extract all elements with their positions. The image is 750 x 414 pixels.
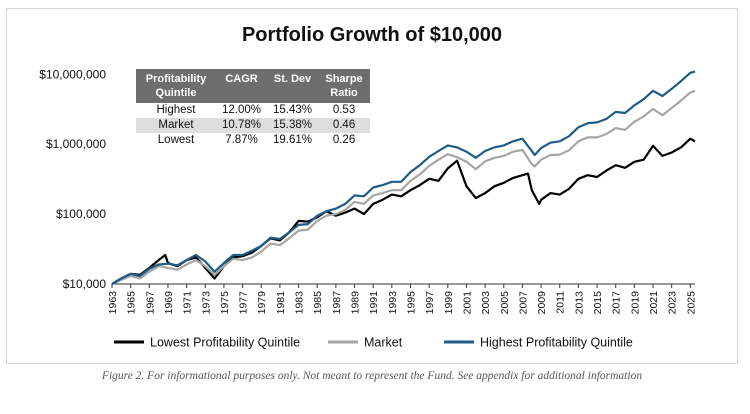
row-cagr: 10.78% bbox=[216, 118, 268, 133]
x-tick-label: 1993 bbox=[387, 291, 399, 315]
x-tick-label: 2019 bbox=[629, 291, 641, 315]
figure-caption: Figure 2. For informational purposes onl… bbox=[101, 370, 643, 382]
y-tick-label: $10,000 bbox=[63, 277, 107, 291]
series-line bbox=[111, 137, 696, 285]
header-stdev: St. Dev bbox=[267, 69, 319, 103]
x-tick-label: 1999 bbox=[443, 291, 455, 315]
x-tick-label: 1987 bbox=[331, 291, 343, 315]
row-stdev: 15.38% bbox=[267, 118, 319, 133]
row-label: Lowest bbox=[157, 134, 195, 146]
table-row: Lowest 7.87% 19.61% 0.26 bbox=[136, 133, 370, 148]
table-row: Highest 12.00% 15.43% 0.53 bbox=[136, 103, 370, 118]
x-tick-label: 1965 bbox=[126, 291, 138, 315]
x-tick-label: 2021 bbox=[648, 291, 660, 315]
x-tick-label: 1979 bbox=[256, 291, 268, 315]
y-tick-label: $10,000,000 bbox=[39, 67, 106, 81]
x-tick-label: 1973 bbox=[200, 291, 212, 315]
x-tick-label: 1985 bbox=[312, 291, 324, 315]
x-tick-label: 2023 bbox=[667, 291, 679, 315]
chart-frame bbox=[6, 8, 738, 364]
row-sharpe: 0.26 bbox=[332, 134, 356, 146]
x-tick-label: 1975 bbox=[219, 291, 231, 315]
row-stdev: 19.61% bbox=[273, 134, 313, 146]
x-tick-label: 2003 bbox=[480, 291, 492, 315]
y-tick-label: $1,000,000 bbox=[46, 137, 106, 151]
x-tick-label: 1981 bbox=[275, 291, 287, 315]
legend-label: Market bbox=[364, 336, 403, 350]
x-tick-label: 2007 bbox=[517, 291, 529, 315]
row-stdev: 15.43% bbox=[273, 104, 313, 116]
stats-table-header-row: Profitability Quintile CAGR St. Dev Shar… bbox=[136, 69, 371, 103]
x-tick-label: 2017 bbox=[611, 291, 623, 315]
x-tick-label: 2009 bbox=[536, 291, 548, 315]
legend: Lowest Profitability Quintile Market Highe… bbox=[114, 336, 633, 350]
x-tick-label: 2025 bbox=[685, 291, 697, 315]
row-sharpe: 0.53 bbox=[332, 104, 356, 116]
chart-title: Portfolio Growth of $10,000 bbox=[241, 24, 503, 46]
x-tick-label: 1963 bbox=[107, 291, 119, 315]
x-tick-label: 1991 bbox=[368, 291, 380, 315]
row-label: Highest bbox=[156, 104, 196, 116]
legend-label: Highest Profitability Quintile bbox=[480, 336, 633, 350]
x-tick-label: 2005 bbox=[499, 291, 511, 315]
x-tick-label: 2011 bbox=[555, 291, 567, 314]
x-tick-label: 2013 bbox=[573, 291, 585, 315]
header-sharpe: Sharpe Ratio bbox=[318, 69, 371, 103]
axes: $10,000 $100,000 $1,000,000 $10,000,000 1963… bbox=[39, 67, 697, 314]
row-label: Market bbox=[136, 118, 216, 133]
x-tick-label: 2001 bbox=[461, 291, 473, 315]
series-line bbox=[111, 70, 696, 285]
x-tick-label: 1967 bbox=[144, 291, 156, 315]
x-tick-label: 1971 bbox=[182, 291, 194, 315]
header-quintile: Profitability Quintile bbox=[136, 69, 216, 103]
y-tick-label: $100,000 bbox=[56, 207, 106, 221]
row-sharpe: 0.46 bbox=[318, 118, 371, 133]
stats-table: Profitability Quintile CAGR St. Dev Shar… bbox=[136, 69, 371, 148]
row-cagr: 7.87% bbox=[225, 134, 258, 146]
header-cagr: CAGR bbox=[216, 69, 268, 103]
legend-label: Lowest Profitability Quintile bbox=[150, 336, 300, 350]
table-row: Market 10.78% 15.38% 0.46 bbox=[136, 118, 371, 133]
series-lines bbox=[111, 70, 696, 286]
x-tick-label: 1995 bbox=[405, 291, 417, 315]
x-tick-label: 1983 bbox=[294, 291, 306, 315]
x-tick-label: 1997 bbox=[424, 291, 436, 315]
x-tick-label: 1989 bbox=[350, 291, 362, 315]
row-cagr: 12.00% bbox=[222, 104, 262, 116]
x-tick-label: 2015 bbox=[592, 291, 604, 315]
x-tick-label: 1977 bbox=[238, 291, 250, 315]
series-line bbox=[111, 89, 696, 286]
x-tick-label: 1969 bbox=[163, 291, 175, 315]
